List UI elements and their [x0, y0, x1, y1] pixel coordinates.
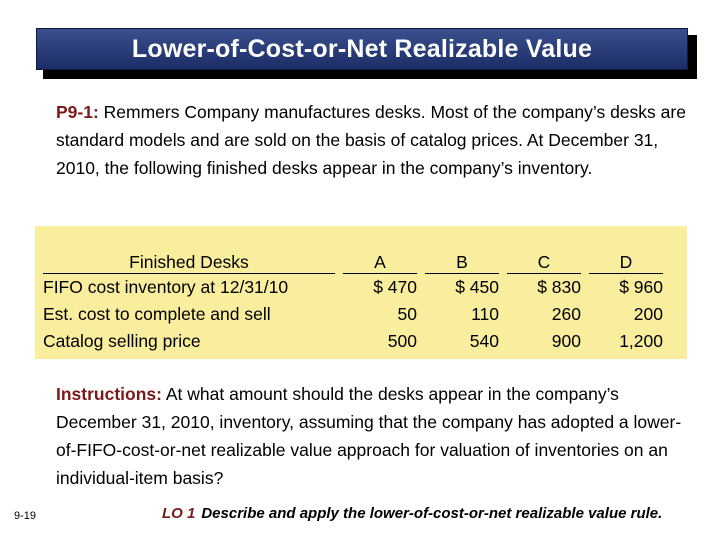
slide-title: Lower-of-Cost-or-Net Realizable Value	[131, 34, 593, 63]
page-number: 9-19	[14, 510, 37, 522]
cell-value: $ 450	[455, 277, 499, 297]
cell-value: 540	[469, 331, 499, 351]
cell-value: 900	[551, 331, 581, 351]
cell-value: $ 960	[619, 277, 663, 297]
cell-value: 500	[387, 331, 417, 351]
cell-value: $ 470	[373, 277, 417, 297]
row-label: Est. cost to complete and sell	[43, 304, 271, 324]
table-row: Catalog selling price 500 540 900 1,200	[43, 328, 663, 355]
cell-value: 260	[551, 304, 581, 324]
inventory-table: Finished Desks A B C D FIFO cost invento…	[43, 246, 663, 355]
instructions-text: At what amount should the desks appear i…	[56, 384, 682, 488]
table-header-row: Finished Desks A B C D	[43, 246, 663, 274]
table-row: Est. cost to complete and sell 50 110 26…	[43, 301, 663, 328]
row-label: Catalog selling price	[43, 331, 201, 351]
lo-label: LO 1	[162, 505, 196, 522]
cell-value: 200	[633, 304, 663, 324]
problem-label: P9-1:	[56, 102, 99, 122]
cell-value: $ 830	[537, 277, 581, 297]
inventory-table-panel: Finished Desks A B C D FIFO cost invento…	[35, 226, 687, 359]
problem-text: Remmers Company manufactures desks. Most…	[56, 102, 686, 178]
instructions: Instructions: At what amount should the …	[56, 380, 696, 492]
table-row: FIFO cost inventory at 12/31/10 $ 470 $ …	[43, 274, 663, 302]
header-finished-desks: Finished Desks	[43, 246, 335, 274]
header-col-a: A	[343, 246, 417, 274]
title-bar: Lower-of-Cost-or-Net Realizable Value	[36, 28, 688, 70]
row-label: FIFO cost inventory at 12/31/10	[43, 277, 289, 297]
cell-value: 50	[397, 304, 417, 324]
header-col-b: B	[425, 246, 499, 274]
problem-statement: P9-1: Remmers Company manufactures desks…	[56, 98, 696, 182]
header-col-d: D	[589, 246, 663, 274]
instructions-label: Instructions:	[56, 384, 162, 404]
header-col-c: C	[507, 246, 581, 274]
cell-value: 110	[471, 304, 499, 324]
learning-objective: LO 1 Describe and apply the lower-of-cost…	[162, 505, 662, 522]
cell-value: 1,200	[619, 331, 663, 351]
lo-text: Describe and apply the lower-of-cost-or-…	[201, 505, 663, 522]
